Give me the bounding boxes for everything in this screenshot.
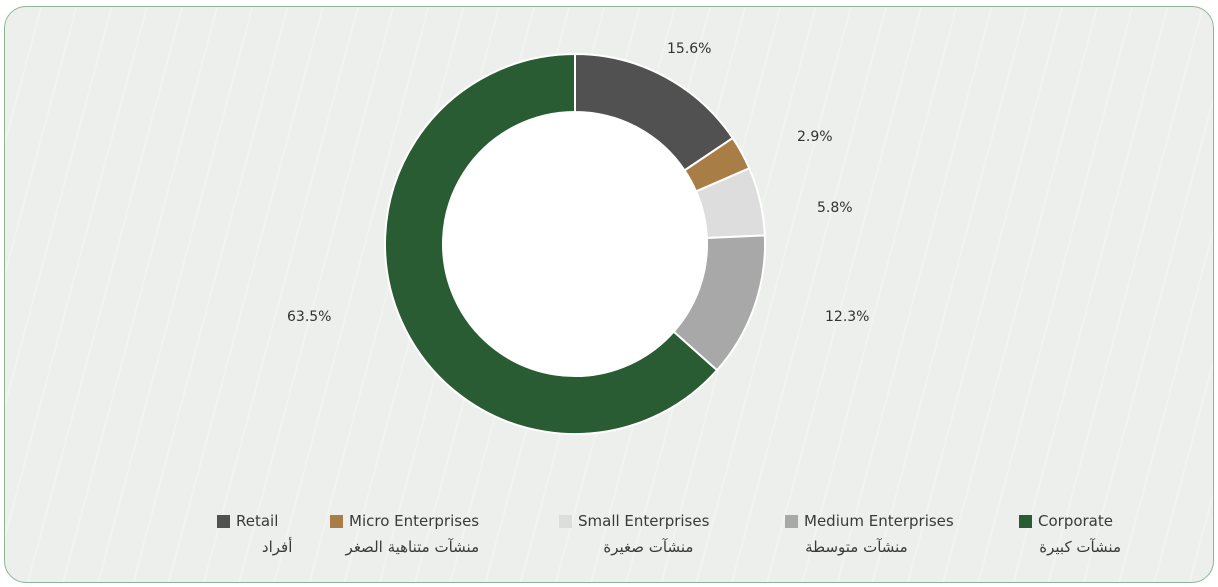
slice-label-corporate: 63.5% <box>287 309 331 325</box>
donut-chart: 15.6% 2.9% 5.8% 12.3% 63.5% <box>287 41 869 435</box>
slice-label-medium-enterprises: 12.3% <box>825 309 869 325</box>
chart-card: 15.6% 2.9% 5.8% 12.3% 63.5% Retail أفراد Mic… <box>4 6 1214 583</box>
slice-label-micro-enterprises: 2.9% <box>797 129 833 145</box>
donut-hole <box>443 112 707 376</box>
slice-label-small-enterprises: 5.8% <box>817 200 853 216</box>
slice-label-retail: 15.6% <box>667 41 711 57</box>
